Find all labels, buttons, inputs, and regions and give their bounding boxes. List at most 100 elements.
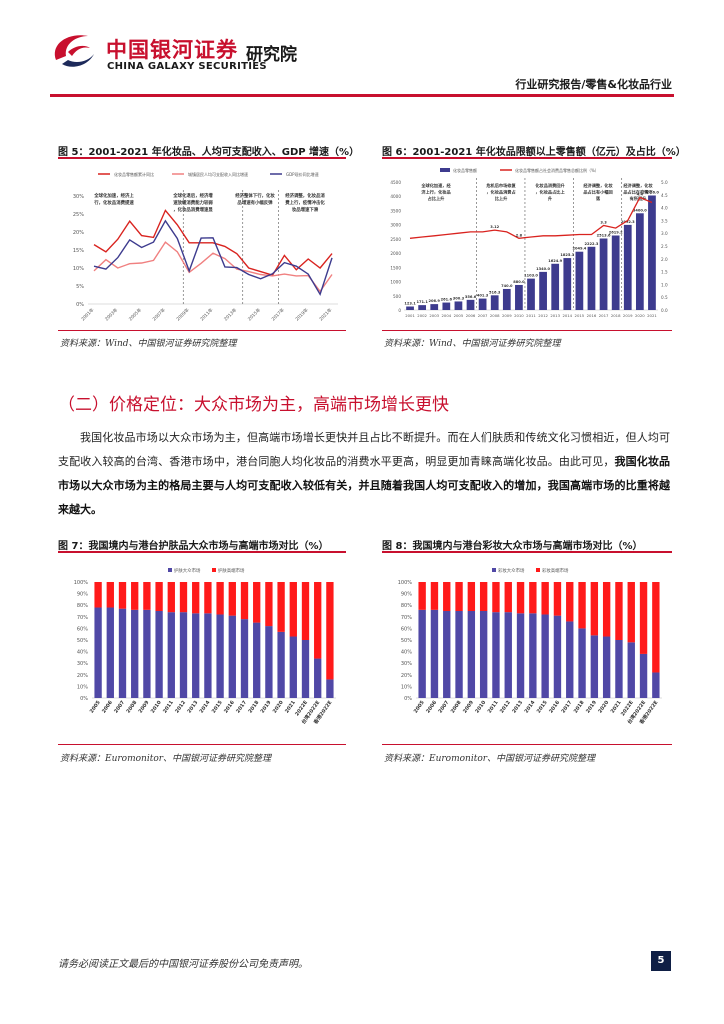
fig7-source: 资料来源：Euromonitor、中国银河证券研究院整理 xyxy=(60,754,272,764)
x-tick-label: 2004 xyxy=(441,313,451,318)
x-tick-label: 2013 xyxy=(550,313,560,318)
x-tick-label: 2001年 xyxy=(79,306,95,322)
bar-mass-2017 xyxy=(240,619,249,698)
annotation-3: 经济调整，化妆品消 xyxy=(285,192,325,199)
x-tick-label: 2020 xyxy=(635,313,645,318)
bar-mass-2009 xyxy=(467,611,476,698)
bar-mass-2008 xyxy=(455,611,463,698)
x-tick-label: 2009 xyxy=(138,699,151,714)
bar-premium-2010 xyxy=(479,582,488,611)
fig6-title: 图 6：2001-2021 年化妆品限额以上零售额（亿元）及占比（%） xyxy=(382,147,686,158)
fig8-bottom-rule xyxy=(382,744,672,745)
bar-premium-2021 xyxy=(289,582,297,637)
y-tick-label: 5% xyxy=(76,284,84,290)
y-tick-label: 2000 xyxy=(390,251,401,256)
report-type: 行业研究报告/零售&化妆品行业 xyxy=(515,78,672,91)
bar-premium-2005 xyxy=(94,582,102,608)
bar-mass-2017 xyxy=(566,621,574,698)
x-tick-label: 2009 xyxy=(502,313,512,318)
x-tick-label: 2008 xyxy=(450,699,463,714)
x-tick-label: 2018 xyxy=(247,699,260,714)
x-tick-label: 2019年 xyxy=(294,306,310,322)
x-tick-label: 2018 xyxy=(611,313,621,318)
bar-value-label: 1825.3 xyxy=(560,253,574,257)
y-tick-label: 20% xyxy=(77,673,88,679)
fig8-svg: 彩妆大众市场 彩妆高端市场 0% 10% 20% 30% 40% 50% 60% 70% 80% 90… xyxy=(398,567,662,726)
x-tick-label: 2014 xyxy=(199,699,212,714)
bar-premium-台湾2022E xyxy=(639,582,648,654)
bar-mass-2018 xyxy=(578,628,586,698)
bar-2012 xyxy=(539,271,547,310)
x-tick-label: 2013 xyxy=(511,699,524,714)
x-tick-label: 2009 xyxy=(462,699,475,714)
y-tick-label: 30% xyxy=(401,661,412,667)
x-tick-label: 2017 xyxy=(560,699,573,714)
bar-premium-2011 xyxy=(492,582,500,613)
bar-premium-2014 xyxy=(204,582,212,614)
x-tick-label: 2021 xyxy=(647,313,657,318)
bar-mass-2016 xyxy=(553,615,562,698)
y-tick-label: 4500 xyxy=(390,180,401,185)
x-tick-label: 2007 xyxy=(113,699,126,714)
bar-premium-2005 xyxy=(418,582,426,610)
bar-mass-2007 xyxy=(118,608,127,698)
bar-premium-2012 xyxy=(179,582,188,613)
fig7-top-rule xyxy=(58,551,346,553)
y-tick-label: 30% xyxy=(77,661,88,667)
x-tick-label: 2011年 xyxy=(198,306,214,322)
y-tick-label: 60% xyxy=(401,626,412,632)
fig8-title: 图 8：我国境内与港台彩妆大众市场与高端市场对比（%） xyxy=(382,541,643,552)
annotation-1: ，化妆品消费增速显 xyxy=(173,206,213,213)
bar-value-label: 2619.2 xyxy=(609,230,623,234)
bar-value-label: 2992.3 xyxy=(621,220,635,224)
bar-value-label: 356.6 xyxy=(465,295,477,299)
bar-premium-2006 xyxy=(106,582,114,608)
legend-label-1: 护肤高端市场 xyxy=(218,567,245,574)
x-tick-label: 2013年 xyxy=(222,306,238,322)
y2-tick-label: 1.5 xyxy=(661,270,668,275)
annotation-1: 比上升 xyxy=(495,195,508,202)
x-tick-label: 2007 xyxy=(478,313,488,318)
x-tick-label: 2010 xyxy=(474,699,487,714)
bar-2017 xyxy=(599,238,608,310)
bar-value-label: 2513.6 xyxy=(597,234,611,238)
bar-mass-2009 xyxy=(143,609,151,698)
y-tick-label: 25% xyxy=(73,212,84,218)
bar-premium-2016 xyxy=(553,582,562,616)
y2-tick-label: 0.5 xyxy=(661,295,668,300)
annotation-0: 占比上升 xyxy=(428,195,446,202)
annotation-3: 费上行，疫情冲击化 xyxy=(285,199,325,206)
page-header: 中国银河证券 CHINA GALAXY SECURITIES 研究院 行业研究报… xyxy=(0,0,724,100)
fig5-svg: 化妆品零售额累计同比 城镇居民人均可支配收入同比增速 GDP现价同比增速 0% 5% 10… xyxy=(73,171,338,322)
y-tick-label: 10% xyxy=(401,684,412,690)
bar-2007 xyxy=(478,298,487,310)
header-divider xyxy=(50,94,674,97)
bar-mass-2008 xyxy=(131,609,139,698)
x-tick-label: 2018 xyxy=(573,699,586,714)
x-tick-label: 2015 xyxy=(536,699,549,714)
bar-mass-2012 xyxy=(179,612,188,698)
bar-2009 xyxy=(502,288,511,310)
y-tick-label: 10% xyxy=(77,684,88,690)
x-tick-label: 2012 xyxy=(538,313,548,318)
bar-premium-2019 xyxy=(590,582,599,636)
legend-swatch-1 xyxy=(536,568,540,572)
bar-premium-香港2022E xyxy=(652,582,660,673)
fig8-chart: 彩妆大众市场 彩妆高端市场 0% 10% 20% 30% 40% 50% 60% 70% 80% 90… xyxy=(382,556,672,740)
y2-tick-label: 1.0 xyxy=(661,282,668,287)
annotation-2: 升 xyxy=(548,195,553,202)
bar-2015 xyxy=(575,251,584,310)
bar-premium-2015 xyxy=(216,582,224,615)
y-tick-label: 0% xyxy=(80,696,88,702)
bar-premium-2008 xyxy=(131,582,139,610)
series-line-1 xyxy=(93,241,333,293)
bar-premium-2015 xyxy=(541,582,549,615)
legend-swatch-0 xyxy=(168,568,172,572)
bar-mass-2022E xyxy=(301,640,310,698)
fig8-top-rule xyxy=(382,551,672,553)
page-number: 5 xyxy=(651,951,671,971)
x-tick-label: 2008 xyxy=(490,313,500,318)
y-tick-label: 70% xyxy=(77,615,88,621)
y-tick-label: 3000 xyxy=(390,223,401,228)
ratio-line xyxy=(409,196,653,239)
